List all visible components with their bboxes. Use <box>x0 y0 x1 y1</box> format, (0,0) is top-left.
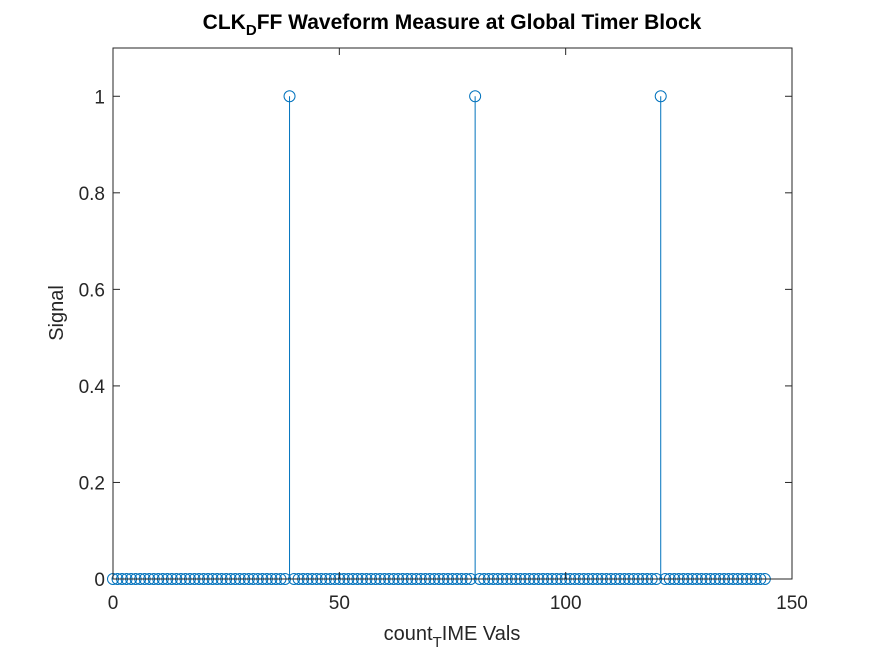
x-tick-label: 100 <box>550 593 582 614</box>
x-tick-label: 0 <box>108 593 119 614</box>
xlabel-main: count <box>384 623 433 645</box>
x-tick-label: 50 <box>329 593 350 614</box>
stem-pulse-marker <box>654 90 667 103</box>
y-tick-label: 0.8 <box>79 184 105 205</box>
x-tick-label: 150 <box>776 593 808 614</box>
axes-box <box>112 47 793 580</box>
y-tick-label: 0.2 <box>79 473 105 494</box>
y-tick-label: 0.6 <box>79 280 105 301</box>
ticks-layer: 0 50 100 150 0 0.2 0.4 0.6 0.8 1 <box>79 48 808 614</box>
y-tick-label: 1 <box>94 87 105 108</box>
y-tick-label: 0 <box>94 570 105 591</box>
stem-pulse-marker <box>469 90 482 103</box>
y-axis-title: Signal <box>46 285 68 341</box>
title-subscript: D <box>246 22 257 39</box>
stem-pulse-marker <box>283 90 296 103</box>
xlabel-subscript: T <box>433 634 442 651</box>
title-main: CLK <box>203 11 246 34</box>
stems-layer <box>289 96 662 579</box>
plot-area <box>113 48 792 579</box>
xlabel-rest: IME Vals <box>442 623 521 645</box>
y-tick-label: 0.4 <box>79 377 106 398</box>
x-axis-title: countTIME Vals <box>384 623 521 651</box>
title-rest: FF Waveform Measure at Global Timer Bloc… <box>257 11 702 34</box>
chart-title: CLKDFF Waveform Measure at Global Timer … <box>203 11 702 39</box>
